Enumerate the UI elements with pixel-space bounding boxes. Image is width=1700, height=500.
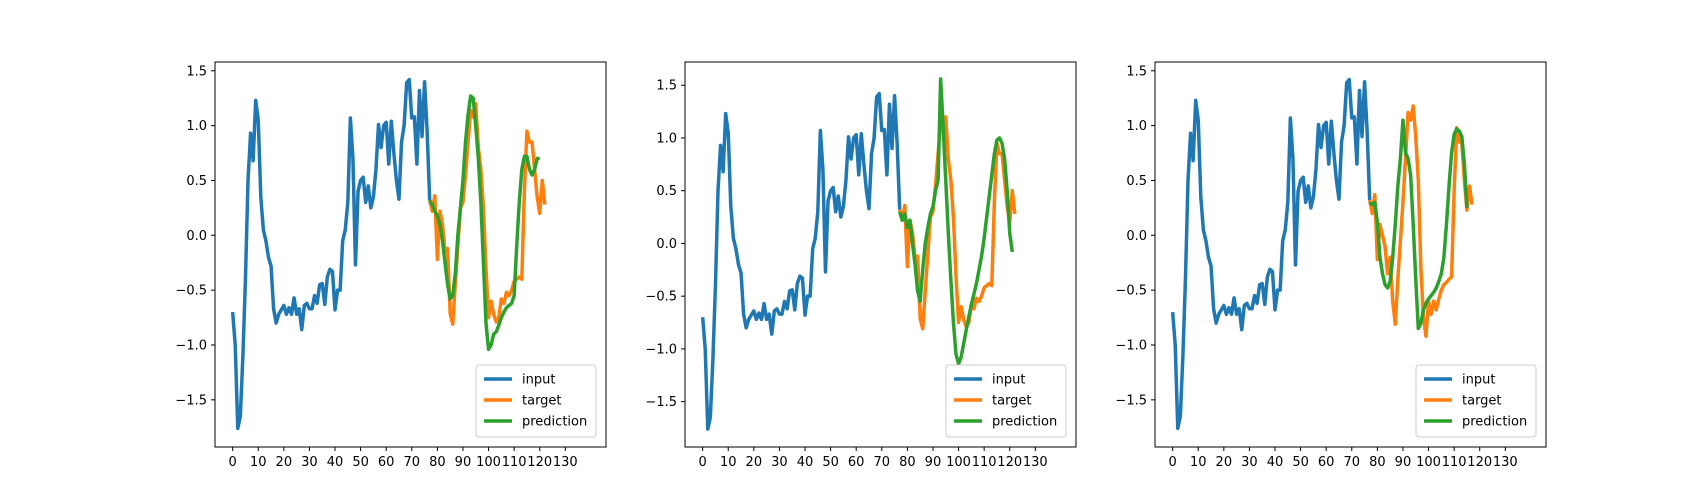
- x-tick-label: 130: [1023, 455, 1048, 470]
- x-tick-label: 30: [301, 455, 318, 470]
- x-tick-label: 100: [476, 455, 501, 470]
- x-tick-label: 30: [1241, 455, 1258, 470]
- x-tick-label: 50: [822, 455, 839, 470]
- y-tick-label: −0.5: [1115, 284, 1147, 299]
- x-tick-label: 60: [1318, 455, 1335, 470]
- axes-frame: [1154, 61, 1547, 448]
- series-line-input: [1170, 77, 1372, 431]
- series-line-target: [1367, 104, 1474, 338]
- legend-label-prediction: prediction: [522, 415, 587, 430]
- x-tick-label: 40: [1267, 455, 1284, 470]
- legend-label-prediction: prediction: [1462, 415, 1527, 430]
- y-tick-label: 0.0: [186, 229, 207, 244]
- x-tick-label: 120: [527, 455, 552, 470]
- x-tick-label: 20: [746, 455, 763, 470]
- x-tick-label: 40: [327, 455, 344, 470]
- x-tick-label: 70: [874, 455, 891, 470]
- legend: input target prediction: [1415, 364, 1537, 438]
- y-tick-label: −1.0: [1115, 338, 1147, 353]
- legend: input target prediction: [475, 364, 597, 438]
- x-tick-label: 10: [720, 455, 737, 470]
- x-tick-label: 120: [997, 455, 1022, 470]
- chart-panel-3: 0 10 20 30 40 50 60 70 80 90 100 110 120 130 −1.5 −1.0 −…: [1115, 61, 1547, 470]
- series-line-prediction: [898, 77, 1015, 366]
- y-tick-label: −0.5: [645, 290, 677, 305]
- series-line-input: [230, 77, 432, 431]
- axes-frame: [214, 61, 607, 448]
- series-line-input: [700, 91, 902, 431]
- y-tick-label: 0.5: [186, 174, 207, 189]
- y-tick-label: −1.5: [1115, 393, 1147, 408]
- y-tick-label: 0.0: [656, 237, 677, 252]
- chart-panel-2: 0 10 20 30 40 50 60 70 80 90 100 110 120 130 −1.5 −1.0 −…: [645, 61, 1077, 470]
- legend-box: [475, 364, 597, 438]
- x-tick-label: 130: [1493, 455, 1518, 470]
- x-tick-label: 60: [848, 455, 865, 470]
- y-tick-label: 0.5: [1126, 174, 1147, 189]
- x-tick-label: 80: [899, 455, 916, 470]
- x-tick-label: 130: [553, 455, 578, 470]
- legend-label-target: target: [1462, 394, 1502, 409]
- x-tick-label: 0: [1169, 455, 1177, 470]
- x-tick-label: 10: [1190, 455, 1207, 470]
- legend-label-input: input: [522, 373, 555, 388]
- x-tick-label: 60: [378, 455, 395, 470]
- y-tick-label: −1.0: [645, 342, 677, 357]
- x-tick-label: 120: [1467, 455, 1492, 470]
- series-line-prediction: [1368, 118, 1469, 331]
- series-line-prediction: [428, 94, 540, 352]
- x-tick-label: 110: [502, 455, 527, 470]
- x-tick-label: 40: [797, 455, 814, 470]
- chart-panel-1: 0 10 20 30 40 50 60 70 80 90 100 110 120 130 −1.5 −1.0 −…: [175, 61, 607, 470]
- x-tick-label: 90: [1395, 455, 1412, 470]
- legend-label-input: input: [992, 373, 1025, 388]
- series-lines: [1170, 77, 1474, 431]
- x-tick-label: 50: [1292, 455, 1309, 470]
- y-tick-label: 1.5: [186, 64, 207, 79]
- legend-box: [1415, 364, 1537, 438]
- x-tick-label: 20: [1216, 455, 1233, 470]
- x-tick-label: 80: [1369, 455, 1386, 470]
- legend-label-prediction: prediction: [992, 415, 1057, 430]
- x-tick-label: 90: [925, 455, 942, 470]
- x-tick-label: 20: [276, 455, 293, 470]
- x-tick-label: 50: [352, 455, 369, 470]
- x-tick-label: 100: [946, 455, 971, 470]
- y-tick-label: 1.0: [656, 131, 677, 146]
- x-tick-label: 70: [404, 455, 421, 470]
- legend-label-input: input: [1462, 373, 1495, 388]
- y-tick-label: 0.5: [656, 184, 677, 199]
- x-tick-label: 110: [1442, 455, 1467, 470]
- x-tick-label: 70: [1344, 455, 1361, 470]
- y-tick-label: −1.5: [175, 393, 207, 408]
- legend-box: [945, 364, 1067, 438]
- legend: input target prediction: [945, 364, 1067, 438]
- legend-label-target: target: [992, 394, 1032, 409]
- axes-frame: [684, 61, 1077, 448]
- y-tick-label: 0.0: [1126, 229, 1147, 244]
- x-tick-label: 10: [250, 455, 267, 470]
- x-tick-label: 0: [699, 455, 707, 470]
- y-tick-label: 1.5: [1126, 64, 1147, 79]
- x-tick-label: 100: [1416, 455, 1441, 470]
- y-tick-label: 1.0: [1126, 119, 1147, 134]
- x-tick-label: 90: [455, 455, 472, 470]
- x-tick-label: 0: [229, 455, 237, 470]
- y-tick-label: −1.5: [645, 395, 677, 410]
- y-tick-label: −1.0: [175, 338, 207, 353]
- x-tick-label: 80: [429, 455, 446, 470]
- y-tick-label: 1.5: [656, 79, 677, 94]
- y-tick-label: −0.5: [175, 284, 207, 299]
- x-tick-label: 110: [972, 455, 997, 470]
- series-lines: [700, 77, 1017, 431]
- y-tick-label: 1.0: [186, 119, 207, 134]
- legend-label-target: target: [522, 394, 562, 409]
- series-lines: [230, 77, 547, 431]
- x-tick-label: 30: [771, 455, 788, 470]
